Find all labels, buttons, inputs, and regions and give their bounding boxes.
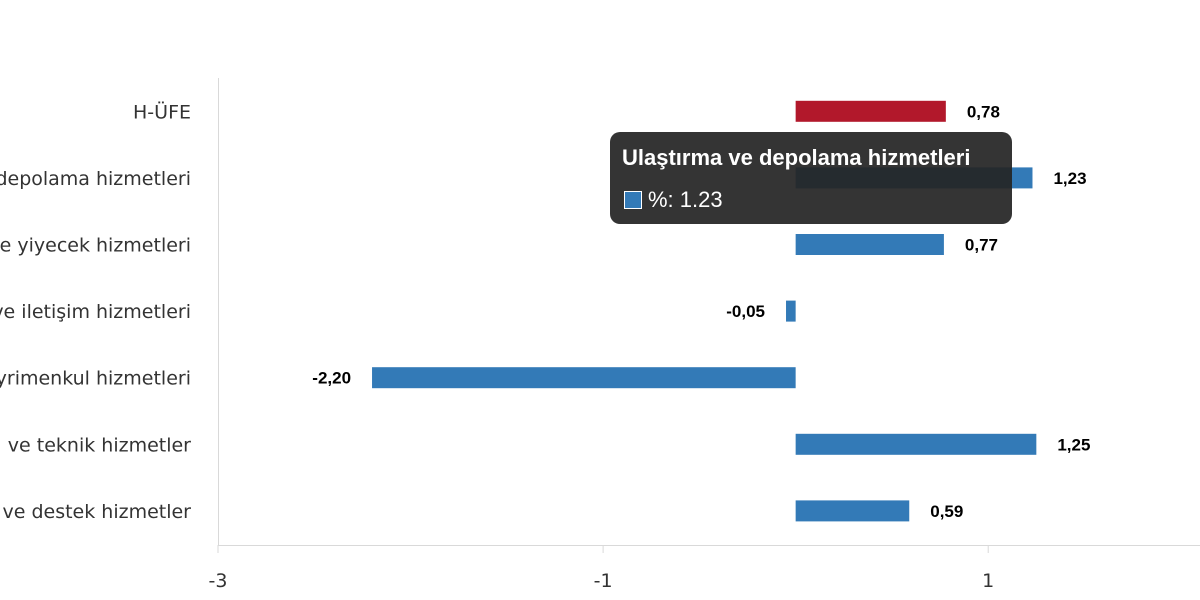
data-label: -2,20 (312, 369, 351, 388)
data-label: 0,78 (967, 102, 1000, 121)
bar (786, 300, 796, 322)
bar (795, 433, 1037, 455)
tooltip-series-swatch (624, 191, 642, 209)
category-label: Mesleki, bilimsel ve teknik hizmetler (0, 434, 191, 456)
category-label: Konaklama ve yiyecek hizmetleri (0, 235, 191, 257)
bar (372, 367, 796, 389)
category-label: Gayrimenkul hizmetleri (0, 368, 191, 390)
data-label: 0,59 (930, 502, 963, 521)
bar (795, 500, 910, 522)
tooltip: Ulaştırma ve depolama hizmetleri %: 1.23 (610, 132, 1012, 224)
bar (795, 234, 944, 255)
bar (795, 100, 946, 122)
tooltip-row: %: 1.23 (624, 187, 723, 213)
x-tick-label: -3 (209, 570, 228, 592)
category-label: Ulaştırma ve depolama hizmetleri (0, 168, 191, 190)
category-label: İdari ve destek hizmetler (0, 500, 191, 523)
data-label: 1,25 (1057, 435, 1090, 454)
category-label: H-ÜFE (133, 100, 191, 123)
x-tick-label: 1 (982, 570, 994, 592)
tooltip-title: Ulaştırma ve depolama hizmetleri (622, 145, 971, 170)
data-label: -0,05 (726, 302, 765, 321)
data-label: 0,77 (965, 236, 998, 255)
x-tick-label: -1 (594, 570, 613, 592)
tooltip-value: %: 1.23 (648, 187, 723, 212)
category-label: Bilgi ve iletişim hizmetleri (0, 301, 191, 323)
data-label: 1,23 (1053, 169, 1086, 188)
